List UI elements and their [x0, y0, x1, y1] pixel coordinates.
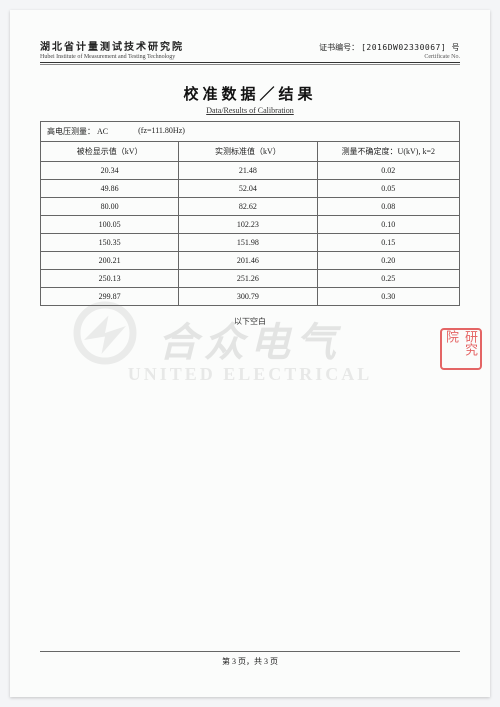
- table-cell: 20.34: [41, 162, 179, 180]
- cert-line: 证书编号： [2016DW02330067] 号: [319, 42, 460, 53]
- table-cell: 151.98: [179, 234, 317, 252]
- table-cell: 0.02: [317, 162, 459, 180]
- blank-below-note: 以下空白: [40, 316, 460, 327]
- footer: 第 3 页，共 3 页: [10, 651, 490, 667]
- table-row: 200.21201.460.20: [41, 252, 460, 270]
- page-indicator: 第 3 页，共 3 页: [222, 657, 278, 666]
- certificate-number-block: 证书编号： [2016DW02330067] 号 Certificate No.: [319, 42, 460, 60]
- title-cn: 校准数据／结果: [40, 83, 460, 104]
- watermark-en: UNITED ELECTRICAL: [10, 364, 490, 385]
- table-cell: 251.26: [179, 270, 317, 288]
- table-row: 80.0082.620.08: [41, 198, 460, 216]
- certificate-page: 湖北省计量测试技术研究院 Hubei Institute of Measurem…: [10, 10, 490, 697]
- institution-block: 湖北省计量测试技术研究院 Hubei Institute of Measurem…: [40, 38, 184, 60]
- table-row: 20.3421.480.02: [41, 162, 460, 180]
- table-cell: 0.10: [317, 216, 459, 234]
- cert-number: [2016DW02330067] 号: [361, 43, 460, 52]
- meta-measure-value: AC: [97, 127, 108, 136]
- table-cell: 0.20: [317, 252, 459, 270]
- table-header-row: 被检显示值（kV） 实测标准值（kV） 测量不确定度：U(kV), k=2: [41, 142, 460, 162]
- meta-freq: (fz=111.80Hz): [138, 126, 185, 137]
- table-cell: 52.04: [179, 180, 317, 198]
- table-cell: 250.13: [41, 270, 179, 288]
- table-cell: 80.00: [41, 198, 179, 216]
- table-body: 20.3421.480.0249.8652.040.0580.0082.620.…: [41, 162, 460, 306]
- title-block: 校准数据／结果 Data/Results of Calibration: [40, 83, 460, 115]
- table-row: 100.05102.230.10: [41, 216, 460, 234]
- table-cell: 0.30: [317, 288, 459, 306]
- cert-label-cn: 证书编号：: [319, 43, 359, 52]
- table-cell: 0.05: [317, 180, 459, 198]
- cert-label-en: Certificate No.: [319, 54, 460, 60]
- table-cell: 300.79: [179, 288, 317, 306]
- watermark-logo-icon: [70, 298, 140, 368]
- col-header-indicated: 被检显示值（kV）: [41, 142, 179, 162]
- table-cell: 102.23: [179, 216, 317, 234]
- table-row: 150.35151.980.15: [41, 234, 460, 252]
- meta-measure: 高电压测量： AC: [47, 126, 108, 137]
- institution-name-cn: 湖北省计量测试技术研究院: [40, 38, 184, 53]
- table-cell: 82.62: [179, 198, 317, 216]
- table-cell: 0.15: [317, 234, 459, 252]
- table-cell: 100.05: [41, 216, 179, 234]
- table-cell: 49.86: [41, 180, 179, 198]
- seal-stamp: 研究院: [440, 328, 482, 370]
- measurement-meta: 高电压测量： AC (fz=111.80Hz): [40, 121, 460, 141]
- footer-rule: [40, 651, 460, 652]
- header-rule: [40, 64, 460, 65]
- institution-name-en: Hubei Institute of Measurement and Testi…: [40, 54, 184, 60]
- table-cell: 201.46: [179, 252, 317, 270]
- table-row: 49.8652.040.05: [41, 180, 460, 198]
- table-cell: 299.87: [41, 288, 179, 306]
- calibration-table: 被检显示值（kV） 实测标准值（kV） 测量不确定度：U(kV), k=2 20…: [40, 141, 460, 306]
- stamp-text: 研究院: [442, 330, 480, 368]
- col-header-standard: 实测标准值（kV）: [179, 142, 317, 162]
- table-row: 250.13251.260.25: [41, 270, 460, 288]
- table-row: 299.87300.790.30: [41, 288, 460, 306]
- table-cell: 0.25: [317, 270, 459, 288]
- title-en: Data/Results of Calibration: [40, 106, 460, 115]
- table-cell: 21.48: [179, 162, 317, 180]
- table-cell: 0.08: [317, 198, 459, 216]
- header: 湖北省计量测试技术研究院 Hubei Institute of Measurem…: [40, 38, 460, 63]
- meta-measure-label: 高电压测量：: [47, 127, 95, 136]
- table-cell: 200.21: [41, 252, 179, 270]
- col-header-uncertainty: 测量不确定度：U(kV), k=2: [317, 142, 459, 162]
- table-cell: 150.35: [41, 234, 179, 252]
